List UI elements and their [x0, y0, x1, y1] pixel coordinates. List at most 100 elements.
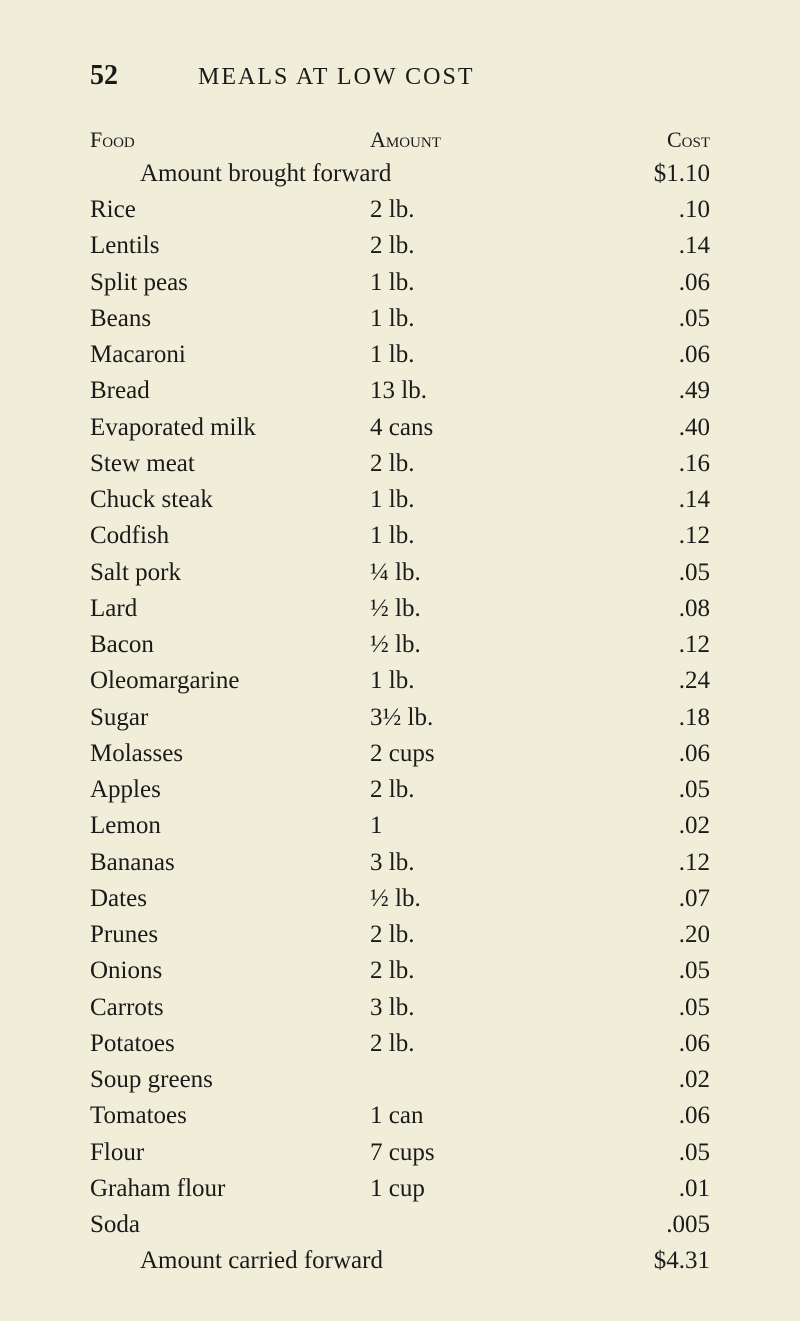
table-row: Apples2 lb..05 [90, 772, 720, 808]
cost-cell: .20 [550, 917, 720, 953]
table-row: Stew meat2 lb..16 [90, 446, 720, 482]
table-row: Lard½ lb..08 [90, 591, 720, 627]
table-row: Tomatoes1 can.06 [90, 1098, 720, 1134]
table-row: Macaroni1 lb..06 [90, 337, 720, 373]
table-row: Evaporated milk4 cans.40 [90, 410, 720, 446]
amount-cell: 1 lb. [370, 301, 550, 337]
table-row: Lentils2 lb..14 [90, 228, 720, 264]
food-cell: Split peas [90, 265, 370, 301]
cost-cell: .02 [550, 1062, 720, 1098]
food-cell: Flour [90, 1135, 370, 1171]
column-header-cost: Cost [550, 124, 720, 156]
amount-cell: 13 lb. [370, 373, 550, 409]
table-row: Bananas3 lb..12 [90, 845, 720, 881]
table-row: Soda .005 [90, 1207, 720, 1243]
amount-cell: 2 lb. [370, 192, 550, 228]
table-row: Sugar3½ lb..18 [90, 700, 720, 736]
food-cell: Lemon [90, 808, 370, 844]
amount-cell: 2 cups [370, 736, 550, 772]
food-cell: Sugar [90, 700, 370, 736]
food-cell: Salt pork [90, 555, 370, 591]
table-row: Potatoes2 lb..06 [90, 1026, 720, 1062]
brought-forward-row: Amount brought forward $1.10 [90, 156, 720, 192]
amount-cell: 1 [370, 808, 550, 844]
amount-cell: 1 can [370, 1098, 550, 1134]
amount-cell: 7 cups [370, 1135, 550, 1171]
cost-cell: .05 [550, 772, 720, 808]
table-row: Soup greens.02 [90, 1062, 720, 1098]
carried-forward-label: Amount carried forward [90, 1243, 550, 1279]
food-cell: Tomatoes [90, 1098, 370, 1134]
cost-cell: .12 [550, 627, 720, 663]
cost-cell: .49 [550, 373, 720, 409]
cost-cell: .05 [550, 555, 720, 591]
food-cell: Bacon [90, 627, 370, 663]
table-row: Molasses2 cups.06 [90, 736, 720, 772]
food-cell: Lard [90, 591, 370, 627]
amount-cell: 2 lb. [370, 446, 550, 482]
table-header-row: Food Amount Cost [90, 124, 720, 156]
food-cell: Soda [90, 1207, 370, 1243]
cost-cell: .24 [550, 663, 720, 699]
page-title: MEALS AT LOW COST [198, 64, 474, 91]
cost-cell: .12 [550, 845, 720, 881]
cost-cell: .05 [550, 990, 720, 1026]
cost-cell: .10 [550, 192, 720, 228]
amount-cell: 2 lb. [370, 917, 550, 953]
carried-forward-cost: $4.31 [550, 1243, 720, 1279]
amount-cell: ¼ lb. [370, 555, 550, 591]
food-cell: Apples [90, 772, 370, 808]
cost-cell: .005 [550, 1207, 720, 1243]
food-cell: Codfish [90, 518, 370, 554]
food-cell: Potatoes [90, 1026, 370, 1062]
amount-cell: 1 lb. [370, 518, 550, 554]
food-cell: Rice [90, 192, 370, 228]
table-row: Split peas1 lb..06 [90, 265, 720, 301]
page-number: 52 [90, 60, 118, 92]
column-header-amount: Amount [370, 124, 550, 156]
cost-cell: .05 [550, 1135, 720, 1171]
cost-cell: .14 [550, 482, 720, 518]
cost-cell: .18 [550, 700, 720, 736]
brought-forward-label: Amount brought forward [90, 156, 550, 192]
table-row: Salt pork¼ lb..05 [90, 555, 720, 591]
food-cell: Evaporated milk [90, 410, 370, 446]
food-cell: Molasses [90, 736, 370, 772]
amount-cell: 3½ lb. [370, 700, 550, 736]
food-cell: Lentils [90, 228, 370, 264]
cost-cell: .01 [550, 1171, 720, 1207]
amount-cell: ½ lb. [370, 591, 550, 627]
table-row: Bread13 lb..49 [90, 373, 720, 409]
food-cost-table: Food Amount Cost Amount brought forward … [90, 124, 720, 1280]
food-cell: Bread [90, 373, 370, 409]
cost-cell: .12 [550, 518, 720, 554]
table-row: Beans1 lb..05 [90, 301, 720, 337]
food-cell: Prunes [90, 917, 370, 953]
table-row: Dates½ lb..07 [90, 881, 720, 917]
amount-cell: 2 lb. [370, 772, 550, 808]
cost-cell: .06 [550, 337, 720, 373]
food-cell: Onions [90, 953, 370, 989]
page-header: 52 MEALS AT LOW COST [90, 60, 720, 92]
amount-cell: 1 cup [370, 1171, 550, 1207]
table-row: Oleomargarine1 lb..24 [90, 663, 720, 699]
food-cell: Bananas [90, 845, 370, 881]
table-row: Carrots3 lb..05 [90, 990, 720, 1026]
amount-cell: 1 lb. [370, 482, 550, 518]
food-cell: Macaroni [90, 337, 370, 373]
food-cell: Chuck steak [90, 482, 370, 518]
amount-cell: 2 lb. [370, 228, 550, 264]
cost-cell: .06 [550, 1098, 720, 1134]
amount-cell: 2 lb. [370, 1026, 550, 1062]
cost-cell: .06 [550, 265, 720, 301]
amount-cell: 1 lb. [370, 265, 550, 301]
amount-cell: ½ lb. [370, 627, 550, 663]
carried-forward-row: Amount carried forward $4.31 [90, 1243, 720, 1279]
table-row: Chuck steak1 lb..14 [90, 482, 720, 518]
cost-cell: .02 [550, 808, 720, 844]
amount-cell [370, 1207, 550, 1243]
cost-cell: .06 [550, 736, 720, 772]
food-cell: Beans [90, 301, 370, 337]
table-row: Codfish1 lb..12 [90, 518, 720, 554]
cost-cell: .40 [550, 410, 720, 446]
